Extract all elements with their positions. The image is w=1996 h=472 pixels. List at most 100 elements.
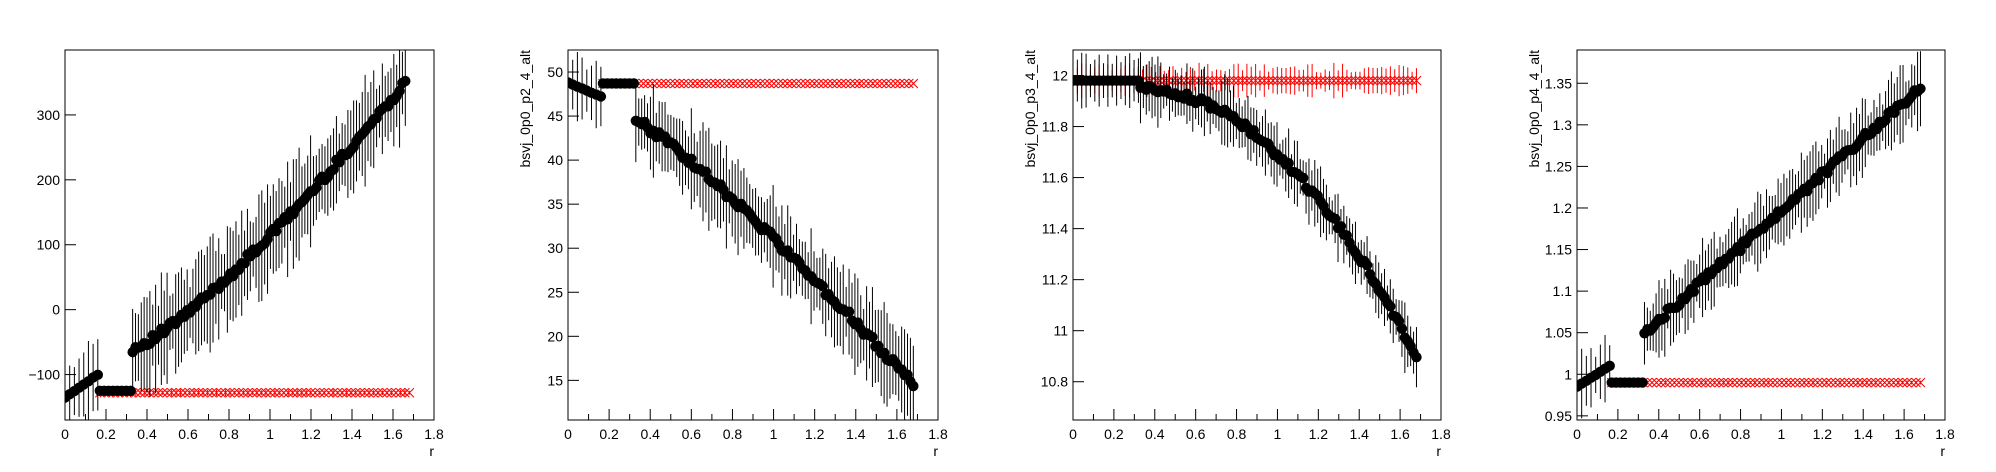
- fit-marker: [1315, 75, 1326, 86]
- data-point: [92, 369, 104, 381]
- fit-marker: [1647, 377, 1657, 388]
- fit-marker: [823, 78, 833, 89]
- fit-marker: [899, 78, 910, 89]
- fit-marker: [1781, 377, 1792, 388]
- x-tick-label: 0.2: [1608, 426, 1628, 442]
- fit-marker: [890, 78, 901, 89]
- fit-marker: [1298, 75, 1309, 86]
- fit-marker: [706, 78, 716, 89]
- fit-marker: [238, 387, 249, 398]
- data-point: [125, 385, 136, 396]
- y-tick-label: 20: [547, 328, 563, 344]
- y-tick-label: 30: [547, 240, 563, 256]
- fit-marker: [1767, 377, 1778, 388]
- x-tick-label: 0.2: [599, 426, 619, 442]
- fit-marker: [1866, 377, 1877, 388]
- fit-marker: [175, 387, 186, 398]
- x-tick-label: 0: [564, 426, 572, 442]
- fit-marker: [1346, 75, 1357, 86]
- fit-marker: [1189, 75, 1200, 86]
- fit-marker: [1329, 75, 1339, 86]
- fit-marker: [1268, 75, 1278, 86]
- fit-marker: [1884, 377, 1895, 388]
- fit-marker: [1732, 377, 1742, 388]
- fit-marker: [135, 387, 146, 398]
- fit-marker: [1324, 75, 1335, 86]
- fit-marker: [1255, 75, 1265, 86]
- y-tick-label: 40: [547, 152, 563, 168]
- fit-marker: [733, 78, 743, 89]
- data-point: [1361, 259, 1373, 271]
- y-axis-title: bsvj_0p0_p2_4_alt: [517, 50, 533, 168]
- y-tick-label: 35: [547, 196, 563, 212]
- fit-marker: [1350, 75, 1361, 86]
- fit-marker: [337, 387, 347, 398]
- fit-marker: [1714, 377, 1724, 388]
- x-tick-label: 1: [1274, 426, 1282, 442]
- fit-marker: [885, 78, 896, 89]
- fit-marker: [243, 387, 253, 398]
- x-tick-label: 1.2: [1813, 426, 1833, 442]
- fit-marker: [1678, 377, 1689, 388]
- fit-marker: [697, 78, 707, 89]
- fit-marker: [296, 387, 307, 398]
- fit-marker: [260, 387, 271, 398]
- fit-marker: [1242, 75, 1252, 86]
- fit-marker: [1651, 377, 1662, 388]
- fit-marker: [265, 387, 276, 398]
- fit-marker: [796, 78, 806, 89]
- fit-series: [94, 387, 415, 398]
- x-tick-label: 1.6: [383, 426, 403, 442]
- y-tick-label: 0: [52, 302, 60, 318]
- data-series: [568, 51, 919, 420]
- fit-marker: [674, 78, 685, 89]
- fit-marker: [1870, 377, 1881, 388]
- fit-marker: [1381, 75, 1391, 86]
- x-tick-label: 1: [770, 426, 778, 442]
- x-tick-label: 0: [61, 426, 69, 442]
- fit-marker: [1754, 377, 1765, 388]
- x-axis-title: r: [933, 443, 938, 459]
- fit-marker: [769, 78, 779, 89]
- fit-series: [598, 78, 919, 89]
- fit-marker: [328, 387, 338, 398]
- fit-marker: [1794, 377, 1805, 388]
- fit-marker: [638, 78, 649, 89]
- x-tick-label: 0.6: [178, 426, 198, 442]
- fit-marker: [332, 387, 343, 398]
- fit-marker: [1857, 377, 1868, 388]
- data-point: [908, 380, 919, 392]
- x-tick-label: 0: [1069, 426, 1077, 442]
- fit-marker: [1181, 75, 1191, 86]
- fit-marker: [1155, 75, 1165, 86]
- fit-marker: [323, 387, 334, 398]
- fit-marker: [404, 387, 415, 398]
- fit-marker: [382, 387, 392, 398]
- fit-marker: [292, 387, 303, 398]
- y-tick-label: 1.1: [1553, 283, 1573, 299]
- fit-marker: [1821, 377, 1832, 388]
- fit-marker: [894, 78, 905, 89]
- fit-marker: [1750, 377, 1760, 388]
- y-tick-label: 1.05: [1545, 325, 1572, 341]
- plot-frame: [1072, 49, 1442, 421]
- fit-marker: [1394, 75, 1404, 86]
- fit-marker: [1745, 377, 1756, 388]
- fit-marker: [1674, 377, 1684, 388]
- fit-marker: [278, 387, 289, 398]
- fit-marker: [1194, 75, 1204, 86]
- x-tick-label: 1: [1778, 426, 1786, 442]
- fit-marker: [661, 78, 671, 89]
- x-tick-label: 1.4: [1853, 426, 1873, 442]
- x-tick-label: 1.2: [301, 426, 321, 442]
- fit-marker: [760, 78, 770, 89]
- fit-marker: [1687, 377, 1698, 388]
- chart-panel-4: 0 0.2 0.4 0.6 0.8 1 1.2 1.4 1.6 1.8 0.95 1 1.05 1.1 1.…: [1526, 49, 1955, 459]
- fit-marker: [1333, 75, 1344, 86]
- x-axis-title: r: [1436, 443, 1441, 459]
- x-tick-label: 1.8: [1431, 426, 1451, 442]
- fit-marker: [1852, 377, 1863, 388]
- fit-marker: [1915, 377, 1926, 388]
- fit-marker: [1302, 75, 1313, 86]
